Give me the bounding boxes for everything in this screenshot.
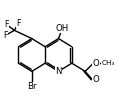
- Text: O: O: [92, 75, 99, 84]
- Text: F: F: [4, 20, 8, 29]
- Text: F: F: [16, 19, 21, 28]
- Text: CH₃: CH₃: [102, 60, 115, 66]
- Text: N: N: [55, 67, 62, 76]
- Text: Br: Br: [27, 82, 37, 91]
- Text: F: F: [3, 31, 7, 40]
- Text: OH: OH: [56, 24, 69, 33]
- Text: O: O: [93, 59, 99, 68]
